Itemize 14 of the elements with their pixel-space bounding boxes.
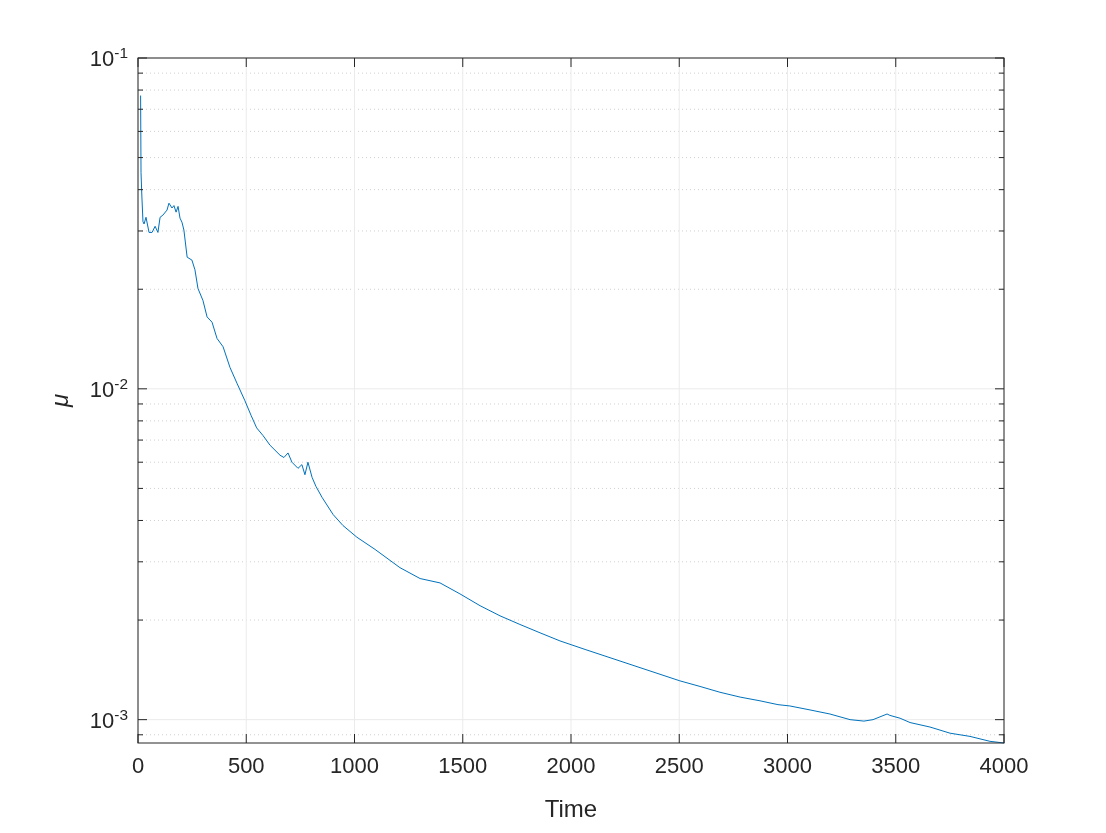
x-tick-label: 1000 [330,753,379,778]
x-tick-label: 500 [227,753,265,778]
x-tick-label: 3000 [763,753,812,778]
x-tick-label: 0 [131,753,145,778]
y-tick-label: 10$^{-2}$ [89,374,128,402]
x-tick-label: 1500 [438,753,488,778]
x-tick-label: 2000 [546,753,596,778]
x-tick-label: 3500 [871,753,921,778]
x-tick-label: 4000 [979,753,1029,778]
x-tick-label: 2500 [654,753,704,778]
y-tick-label: 10$^{-3}$ [89,705,128,733]
x-axis-title: Time [544,795,598,822]
y-tick-label: 10$^{-1}$ [89,43,128,71]
y-axis-title: μ [46,393,73,409]
